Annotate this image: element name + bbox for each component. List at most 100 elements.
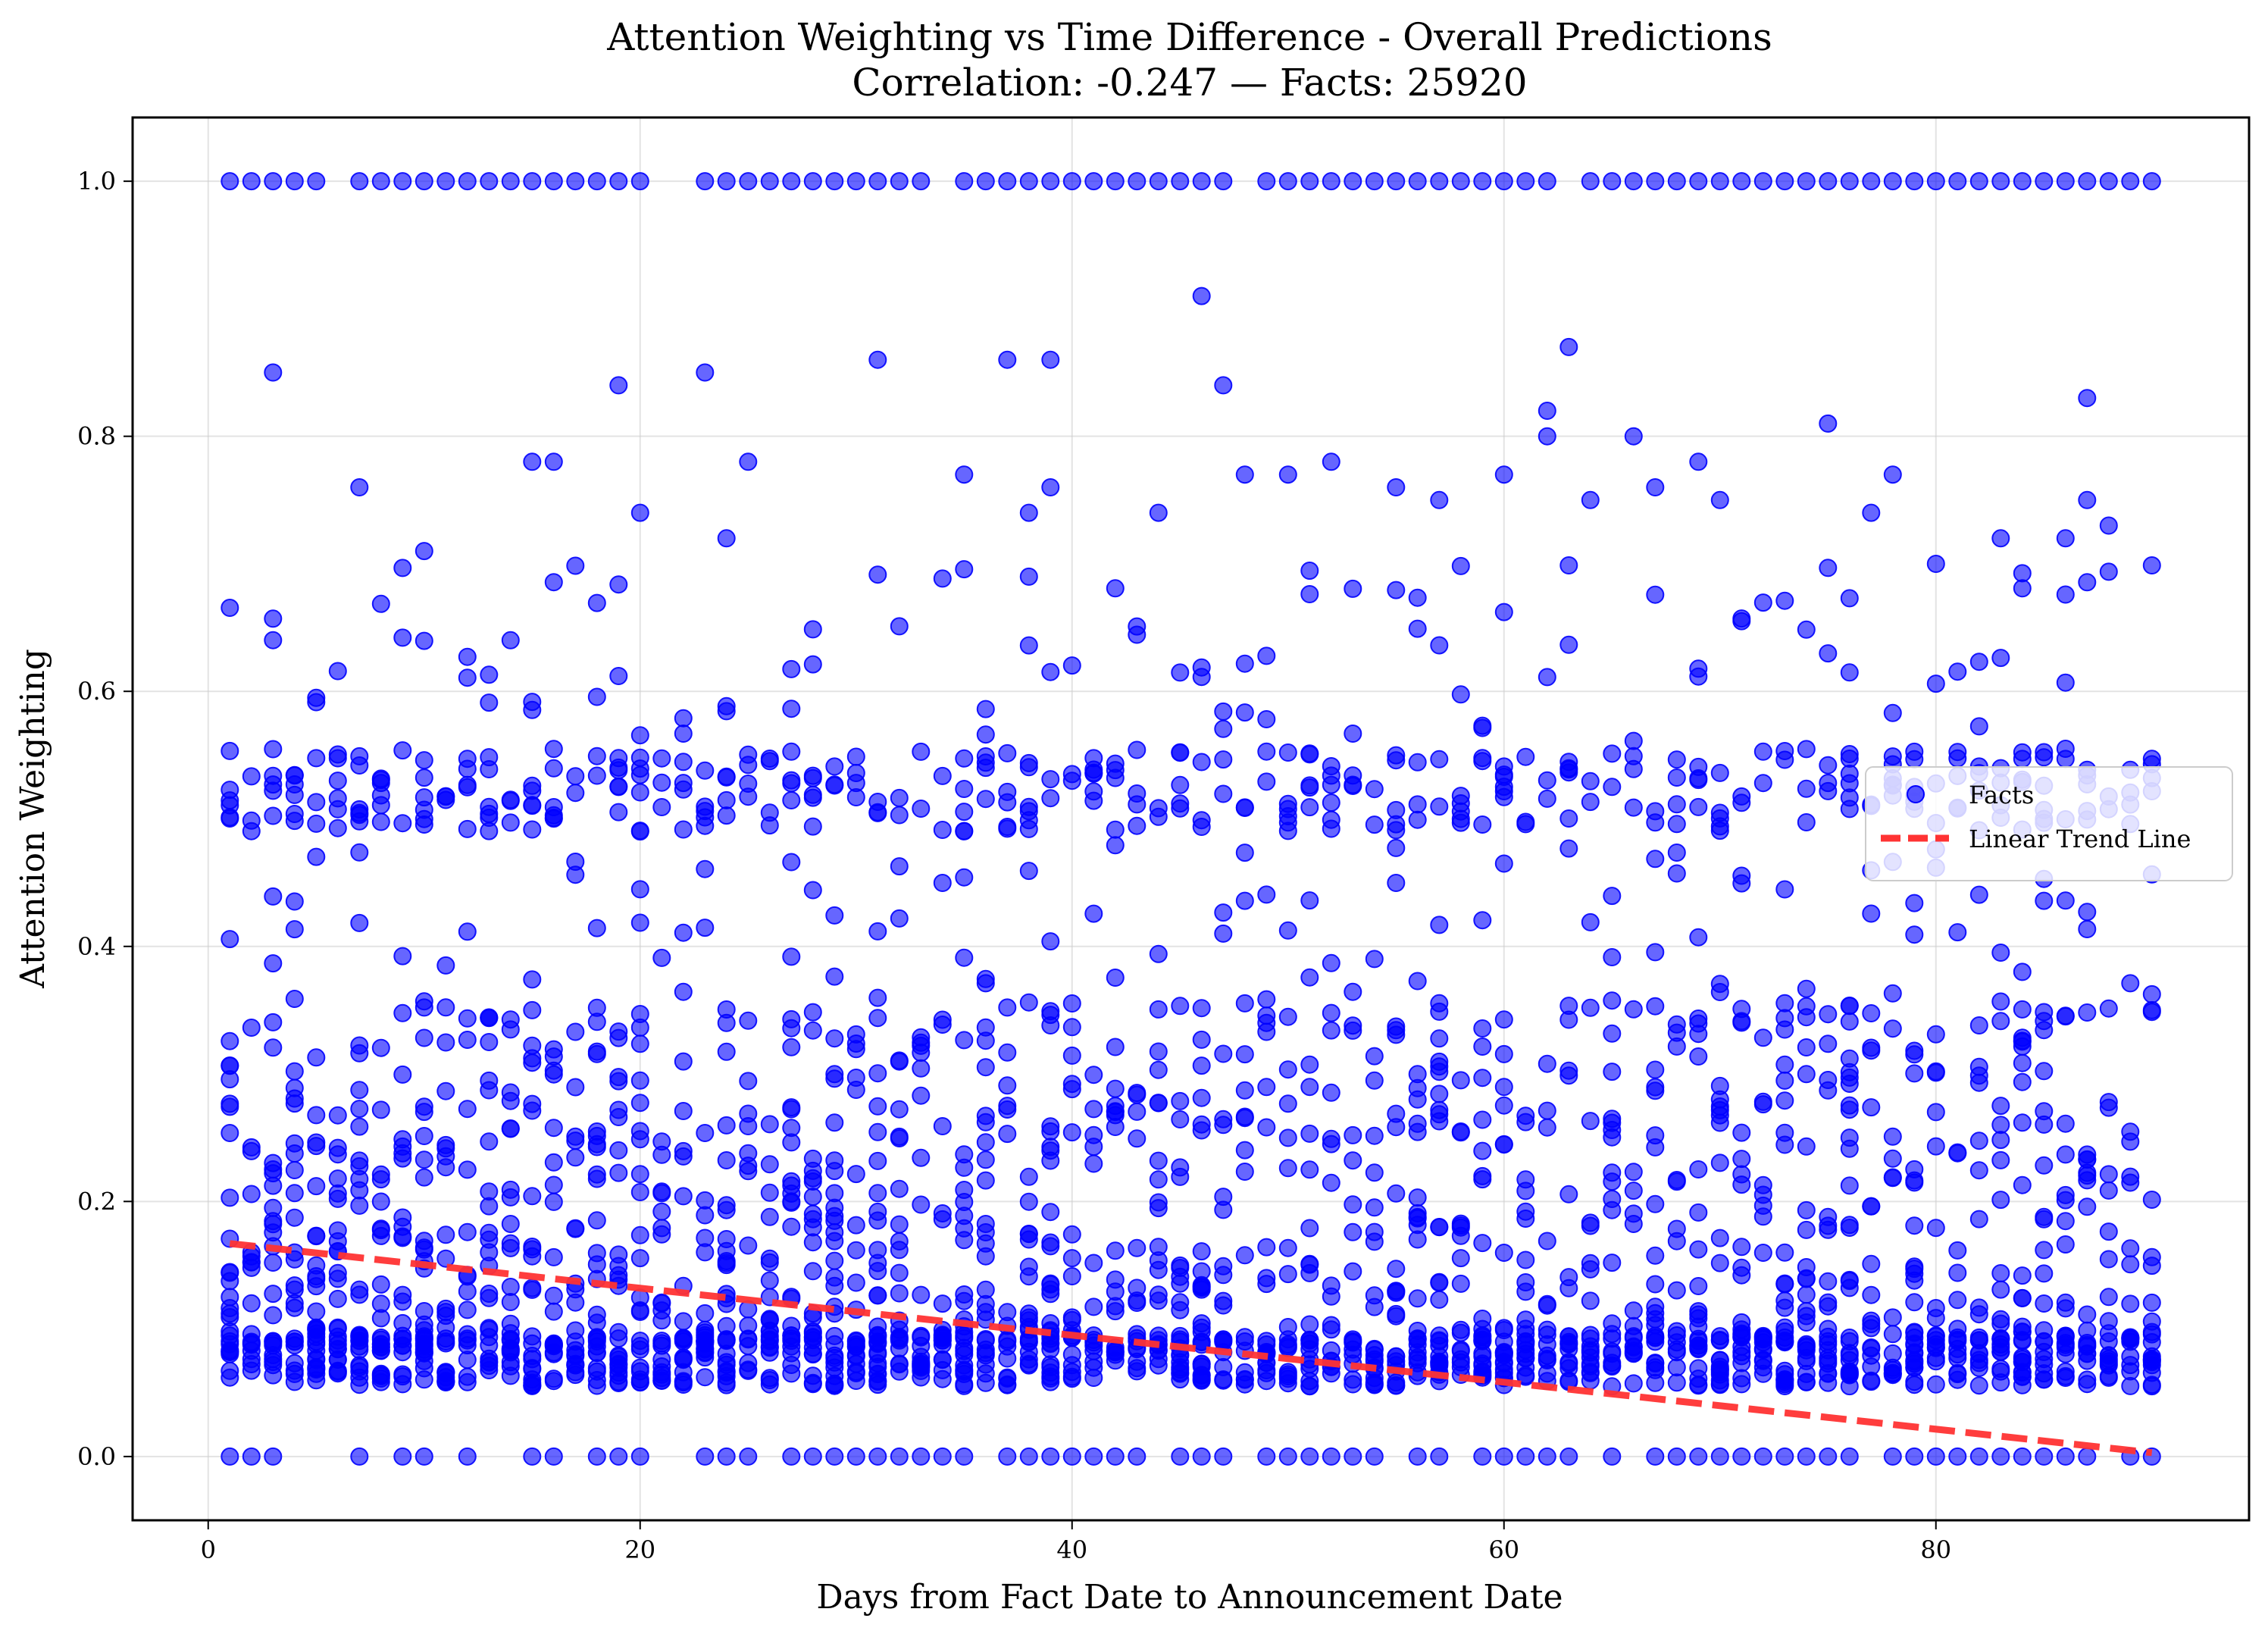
data-point [955, 1207, 974, 1225]
data-point [458, 759, 477, 778]
data-point [1862, 1004, 1881, 1022]
data-point [1753, 1364, 1772, 1383]
data-point [1062, 1080, 1081, 1099]
data-point [1062, 1123, 1081, 1142]
data-point [1624, 1301, 1643, 1320]
data-point [1019, 993, 1038, 1012]
data-point [825, 1348, 844, 1367]
data-point [1819, 1447, 1838, 1466]
data-point [2013, 1000, 2032, 1019]
data-point [868, 922, 887, 941]
data-point [1603, 1063, 1622, 1081]
data-point [2099, 1222, 2118, 1241]
data-point [1991, 1373, 2010, 1392]
data-point [2121, 172, 2140, 191]
data-point [1732, 1150, 1751, 1169]
data-point [674, 923, 693, 942]
data-point [1797, 1137, 1816, 1156]
data-point [285, 805, 304, 823]
data-point [1624, 1316, 1643, 1335]
data-point [955, 560, 974, 579]
data-point [1278, 1265, 1297, 1284]
data-point [1408, 1188, 1427, 1207]
data-point [630, 1165, 649, 1184]
data-point [933, 1294, 952, 1313]
data-point [1257, 1447, 1276, 1466]
data-point [2121, 1255, 2140, 1274]
data-point [1905, 1373, 1924, 1391]
data-point [1041, 1237, 1060, 1256]
data-point [1473, 172, 1492, 191]
data-point [1019, 567, 1038, 586]
data-point [955, 948, 974, 967]
data-point [609, 1266, 628, 1285]
data-point [2013, 172, 2032, 191]
data-point [1365, 1163, 1384, 1182]
data-point [803, 1447, 822, 1466]
data-point [1559, 1447, 1578, 1466]
data-point [1710, 1447, 1729, 1466]
data-point [696, 1326, 715, 1344]
data-point [350, 913, 369, 932]
data-point [1797, 1269, 1816, 1288]
data-point [1408, 753, 1427, 772]
data-point [696, 1243, 715, 1262]
data-point [1235, 1246, 1254, 1265]
data-point [221, 1031, 239, 1050]
data-point [717, 1230, 736, 1248]
data-point [825, 967, 844, 986]
data-point [1387, 1260, 1406, 1279]
data-point [371, 1100, 390, 1119]
data-point [1991, 992, 2010, 1011]
data-point [652, 1182, 671, 1201]
data-point [1451, 556, 1470, 575]
data-point [1494, 1319, 1513, 1338]
data-point [1041, 1363, 1060, 1382]
data-point [1862, 1197, 1881, 1216]
data-point [1473, 815, 1492, 834]
data-point [1969, 1447, 1988, 1466]
data-point [912, 172, 931, 191]
data-point [1041, 1447, 1060, 1466]
data-point [1991, 1264, 2010, 1282]
data-point [1235, 891, 1254, 910]
data-point [350, 172, 369, 191]
data-point [221, 1097, 239, 1116]
data-point [1473, 1019, 1492, 1038]
data-point [1171, 997, 1190, 1016]
data-point [998, 819, 1017, 838]
data-point [760, 172, 779, 191]
data-point [2078, 920, 2097, 938]
data-point [1084, 1100, 1103, 1119]
data-point [242, 1341, 261, 1360]
data-point [1128, 625, 1147, 644]
data-point [782, 1316, 801, 1335]
data-point [1451, 1320, 1470, 1339]
data-point [328, 800, 347, 818]
data-point [846, 788, 865, 806]
data-point [1192, 811, 1211, 830]
data-point [1084, 1352, 1103, 1371]
data-point [1646, 172, 1665, 191]
data-point [1624, 1215, 1643, 1233]
data-point [2056, 1114, 2075, 1133]
data-point [1171, 1447, 1190, 1466]
data-point [1646, 1246, 1665, 1265]
data-point [1300, 1447, 1319, 1466]
data-point [1128, 1085, 1147, 1104]
data-point [587, 1165, 606, 1184]
data-point [1019, 1354, 1038, 1373]
data-point [501, 631, 520, 649]
data-point [523, 797, 542, 815]
data-point [1926, 1326, 1945, 1345]
data-point [890, 172, 909, 191]
data-point [1775, 1055, 1794, 1074]
data-point [1041, 1117, 1060, 1136]
data-point [1322, 1021, 1340, 1040]
data-point [803, 788, 822, 807]
data-point [609, 1163, 628, 1182]
data-point [1667, 844, 1686, 862]
data-point [1408, 588, 1427, 607]
x-tick-label: 60 [1488, 1535, 1519, 1564]
data-point [1365, 1047, 1384, 1066]
